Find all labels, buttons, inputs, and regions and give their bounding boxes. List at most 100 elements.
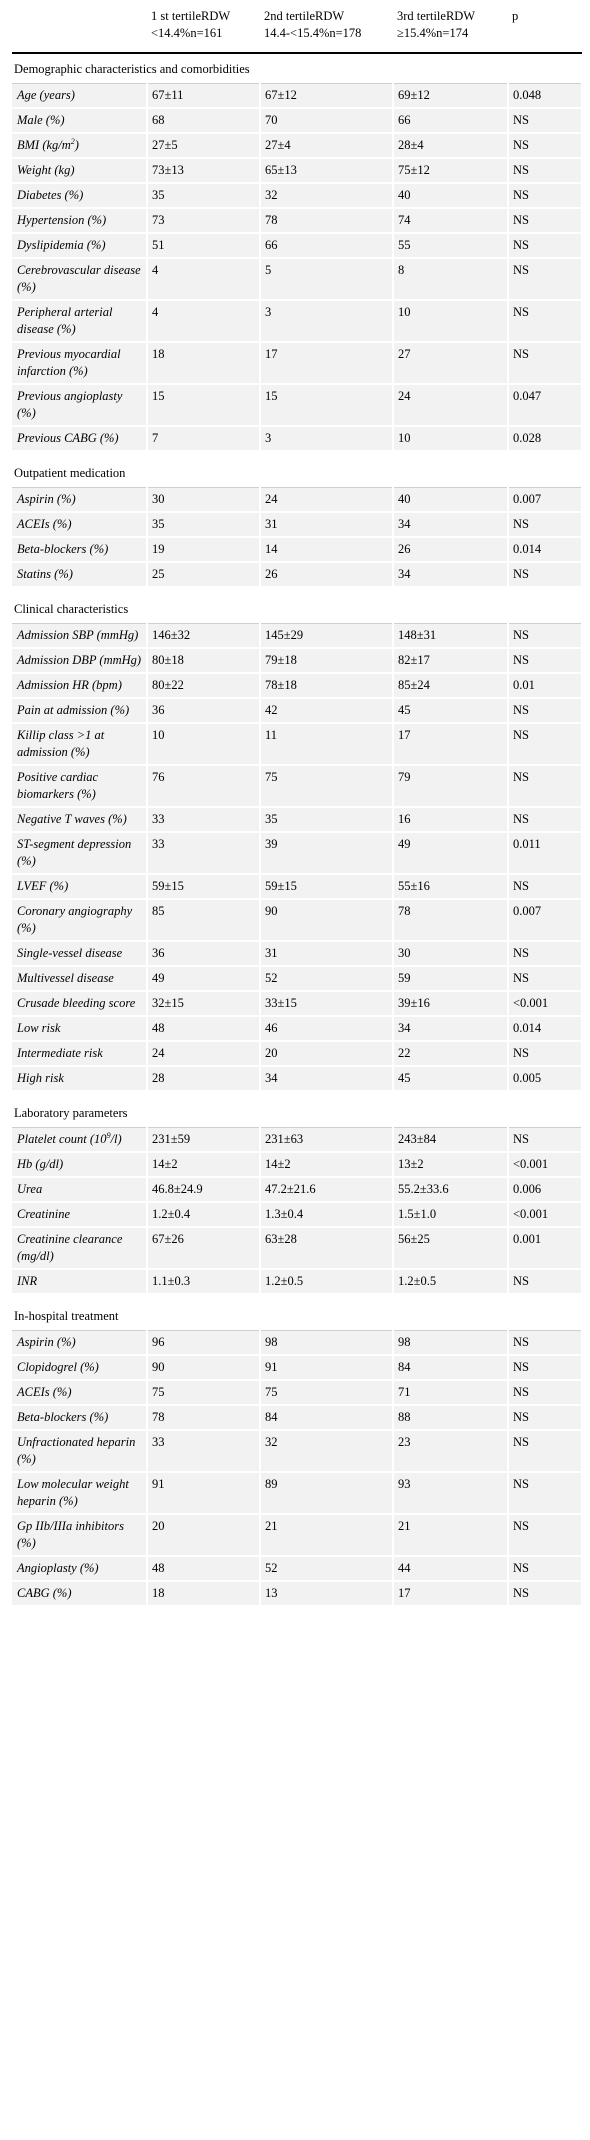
tertile-1-value: 7	[147, 426, 261, 452]
tertile-3-value: 27	[393, 342, 509, 385]
row-label-text: Positive cardiac biomarkers (%)	[17, 770, 99, 801]
tertile-2-value: 78±18	[260, 673, 394, 699]
section-heading-row: In-hospital treatment	[12, 1301, 582, 1331]
tertile-2-value: 5	[260, 258, 394, 301]
tertile-1-value: 30	[147, 487, 261, 513]
row-label: High risk	[12, 1066, 148, 1092]
row-label-text: Beta-blockers (%)	[17, 1410, 109, 1424]
row-label: Admission HR (bpm)	[12, 673, 148, 699]
tertile-2-value: 14±2	[260, 1152, 394, 1178]
row-label-text: Negative T waves (%)	[17, 812, 127, 826]
row-label-text: Multivessel disease	[17, 971, 114, 985]
table-row: Angioplasty (%) 48 52 44 NS	[12, 1556, 583, 1582]
tertile-1-value: 73	[147, 208, 261, 234]
table-row: ACEIs (%) 35 31 34 NS	[12, 512, 583, 538]
tertile-2-value: 31	[260, 512, 394, 538]
row-label: Creatinine	[12, 1202, 148, 1228]
table-row: Unfractionated heparin (%) 33 32 23 NS	[12, 1430, 583, 1473]
tertile-3-value: 40	[393, 183, 509, 209]
row-label: Intermediate risk	[12, 1041, 148, 1067]
row-label-text: Male (%)	[17, 113, 65, 127]
row-label: Admission DBP (mmHg)	[12, 648, 148, 674]
tertile-3-value: 148±31	[393, 623, 509, 649]
row-label-text: ACEIs (%)	[17, 517, 72, 531]
table-row: Statins (%) 25 26 34 NS	[12, 562, 583, 588]
p-value: 0.028	[508, 426, 583, 452]
tertile-1-value: 33	[147, 1430, 261, 1473]
p-value: 0.001	[508, 1227, 583, 1270]
p-value: NS	[508, 300, 583, 343]
row-label: Positive cardiac biomarkers (%)	[12, 765, 148, 808]
row-label-text: Clopidogrel (%)	[17, 1360, 99, 1374]
tertile-1-value: 36	[147, 698, 261, 724]
header-tertile-2: 2nd tertileRDW 14.4-<15.4%n=178	[260, 6, 393, 54]
table-row: Creatinine clearance (mg/dl) 67±26 63±28 56…	[12, 1227, 583, 1270]
rdw-tertile-table: 1 st tertileRDW <14.4%n=161 2nd tertileR…	[12, 6, 583, 1607]
tertile-3-value: 49	[393, 832, 509, 875]
tertile-3-value: 22	[393, 1041, 509, 1067]
tertile-2-value: 91	[260, 1355, 394, 1381]
table-row: Platelet count (109/l) 231±59 231±63 243±84…	[12, 1127, 583, 1153]
row-label: CABG (%)	[12, 1581, 148, 1607]
row-label-text: Weight (kg)	[17, 163, 75, 177]
row-label-text: Previous myocardial infarction (%)	[17, 347, 121, 378]
tertile-3-value: 59	[393, 966, 509, 992]
p-value: 0.005	[508, 1066, 583, 1092]
tertile-1-value: 1.1±0.3	[147, 1269, 261, 1295]
p-value: NS	[508, 941, 583, 967]
p-value: 0.047	[508, 384, 583, 427]
tertile-3-value: 16	[393, 807, 509, 833]
row-label: Unfractionated heparin (%)	[12, 1430, 148, 1473]
tertile-1-value: 18	[147, 342, 261, 385]
row-label-text: Dyslipidemia (%)	[17, 238, 106, 252]
row-label-text: Pain at admission (%)	[17, 703, 130, 717]
tertile-3-value: 26	[393, 537, 509, 563]
section-heading-row: Clinical characteristics	[12, 594, 582, 624]
p-value: NS	[508, 623, 583, 649]
row-label: Peripheral arterial disease (%)	[12, 300, 148, 343]
tertile-1-value: 96	[147, 1330, 261, 1356]
tertile-2-value: 65±13	[260, 158, 394, 184]
row-label-text: Age (years)	[17, 88, 75, 102]
tertile-3-value: 39±16	[393, 991, 509, 1017]
header-tertile-3-title: 3rd tertileRDW	[397, 9, 476, 23]
tertile-2-value: 231±63	[260, 1127, 394, 1153]
p-value: 0.014	[508, 1016, 583, 1042]
tertile-1-value: 35	[147, 183, 261, 209]
tertile-1-value: 35	[147, 512, 261, 538]
table-row: INR 1.1±0.3 1.2±0.5 1.2±0.5 NS	[12, 1269, 583, 1295]
row-label-text: Diabetes (%)	[17, 188, 84, 202]
tertile-1-value: 24	[147, 1041, 261, 1067]
row-label: Urea	[12, 1177, 148, 1203]
table-row: Coronary angiography (%) 85 90 78 0.007	[12, 899, 583, 942]
tertile-1-value: 10	[147, 723, 261, 766]
tertile-2-value: 66	[260, 233, 394, 259]
tertile-2-value: 17	[260, 342, 394, 385]
header-row: 1 st tertileRDW <14.4%n=161 2nd tertileR…	[12, 6, 582, 54]
tertile-1-value: 146±32	[147, 623, 261, 649]
row-label-text: ST-segment depression (%)	[17, 837, 132, 868]
tertile-3-value: 1.2±0.5	[393, 1269, 509, 1295]
table-row: Gp IIb/IIIa inhibitors (%) 20 21 21 NS	[12, 1514, 583, 1557]
tertile-1-value: 231±59	[147, 1127, 261, 1153]
tertile-3-value: 85±24	[393, 673, 509, 699]
p-value: 0.007	[508, 487, 583, 513]
table-row: Hypertension (%) 73 78 74 NS	[12, 208, 583, 234]
table-row: Low risk 48 46 34 0.014	[12, 1016, 583, 1042]
row-label: Clopidogrel (%)	[12, 1355, 148, 1381]
tertile-2-value: 52	[260, 1556, 394, 1582]
p-value: NS	[508, 108, 583, 134]
tertile-3-value: 17	[393, 1581, 509, 1607]
table-row: Aspirin (%) 30 24 40 0.007	[12, 487, 583, 513]
tertile-2-value: 35	[260, 807, 394, 833]
tertile-1-value: 49	[147, 966, 261, 992]
header-tertile-3-range: ≥15.4%n=174	[397, 26, 469, 40]
tertile-3-value: 82±17	[393, 648, 509, 674]
table-row: Diabetes (%) 35 32 40 NS	[12, 183, 583, 209]
table-header: 1 st tertileRDW <14.4%n=161 2nd tertileR…	[12, 6, 582, 54]
tertile-1-value: 15	[147, 384, 261, 427]
row-label: Low risk	[12, 1016, 148, 1042]
p-value: <0.001	[508, 1152, 583, 1178]
header-p-value: p	[508, 6, 582, 54]
tertile-2-value: 75	[260, 765, 394, 808]
